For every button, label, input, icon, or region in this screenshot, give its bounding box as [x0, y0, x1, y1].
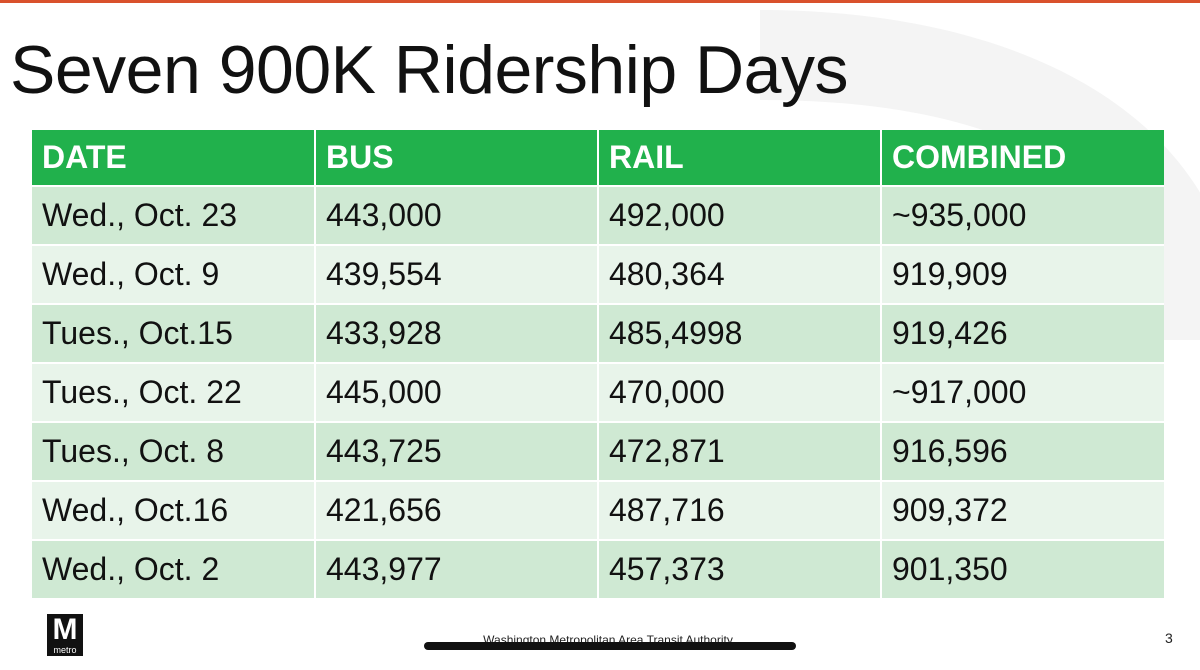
column-header-rail: RAIL: [598, 130, 882, 187]
cell-rail: 470,000: [598, 363, 882, 423]
logo-subtext: metro: [53, 645, 77, 655]
cell-date: Tues., Oct. 8: [32, 422, 316, 482]
cell-rail: 472,871: [598, 422, 882, 482]
cell-combined: ~935,000: [881, 186, 1164, 246]
cell-combined: 916,596: [881, 422, 1164, 482]
ridership-table: DATE BUS RAIL COMBINED Wed., Oct. 23 443…: [32, 130, 1164, 600]
cell-bus: 439,554: [315, 245, 599, 305]
cell-bus: 443,725: [315, 422, 599, 482]
table-header-row: DATE BUS RAIL COMBINED: [32, 130, 1164, 187]
cell-date: Wed., Oct.16: [32, 481, 316, 541]
cell-combined: 909,372: [881, 481, 1164, 541]
cell-rail: 480,364: [598, 245, 882, 305]
cell-rail: 487,716: [598, 481, 882, 541]
cell-date: Tues., Oct.15: [32, 304, 316, 364]
table-row: Tues., Oct. 22 445,000 470,000 ~917,000: [32, 363, 1164, 423]
top-accent-rule: [0, 0, 1200, 3]
column-header-bus: BUS: [315, 130, 599, 187]
home-indicator-bar[interactable]: [424, 642, 796, 650]
cell-date: Tues., Oct. 22: [32, 363, 316, 423]
cell-bus: 443,977: [315, 540, 599, 600]
cell-date: Wed., Oct. 23: [32, 186, 316, 246]
cell-date: Wed., Oct. 9: [32, 245, 316, 305]
cell-combined: 919,909: [881, 245, 1164, 305]
slide-title: Seven 900K Ridership Days: [10, 32, 848, 108]
cell-rail: 492,000: [598, 186, 882, 246]
cell-combined: 901,350: [881, 540, 1164, 600]
table-row: Tues., Oct.15 433,928 485,4998 919,426: [32, 304, 1164, 364]
table-row: Wed., Oct. 23 443,000 492,000 ~935,000: [32, 186, 1164, 246]
cell-rail: 457,373: [598, 540, 882, 600]
cell-bus: 433,928: [315, 304, 599, 364]
table-row: Wed., Oct. 2 443,977 457,373 901,350: [32, 540, 1164, 600]
column-header-combined: COMBINED: [881, 130, 1164, 187]
cell-combined: 919,426: [881, 304, 1164, 364]
cell-bus: 443,000: [315, 186, 599, 246]
column-header-date: DATE: [32, 130, 316, 187]
cell-date: Wed., Oct. 2: [32, 540, 316, 600]
cell-bus: 421,656: [315, 481, 599, 541]
cell-bus: 445,000: [315, 363, 599, 423]
table-row: Tues., Oct. 8 443,725 472,871 916,596: [32, 422, 1164, 482]
metro-logo: M metro: [47, 614, 83, 656]
table-row: Wed., Oct. 9 439,554 480,364 919,909: [32, 245, 1164, 305]
cell-combined: ~917,000: [881, 363, 1164, 423]
page-number: 3: [1165, 630, 1173, 646]
table-row: Wed., Oct.16 421,656 487,716 909,372: [32, 481, 1164, 541]
cell-rail: 485,4998: [598, 304, 882, 364]
logo-letter: M: [52, 613, 78, 646]
